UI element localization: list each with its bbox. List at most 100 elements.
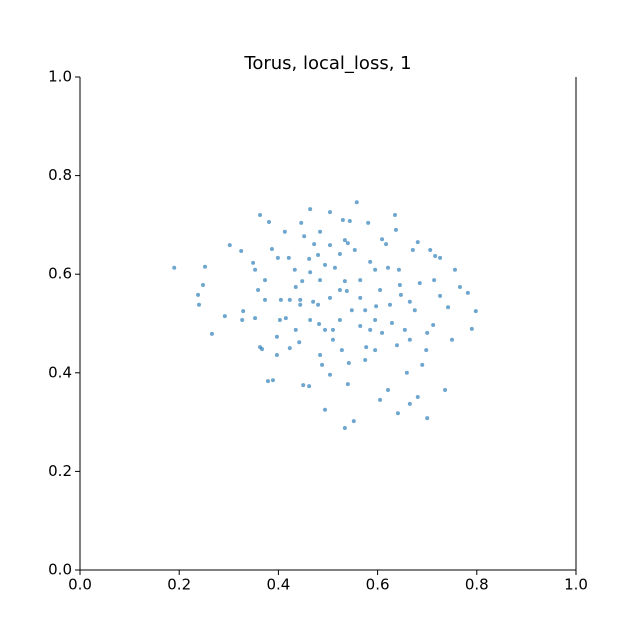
point xyxy=(318,278,323,283)
point xyxy=(320,362,325,367)
point xyxy=(258,213,263,218)
point xyxy=(457,285,462,290)
point xyxy=(398,292,403,297)
point xyxy=(301,383,306,388)
point xyxy=(282,229,287,234)
point xyxy=(337,318,342,323)
point xyxy=(358,323,363,328)
x-tick-label: 0.8 xyxy=(465,576,489,594)
point xyxy=(358,295,363,300)
x-tick-label: 1.0 xyxy=(564,576,588,594)
point xyxy=(270,378,275,383)
point xyxy=(293,285,298,290)
point xyxy=(378,287,383,292)
point xyxy=(368,259,373,264)
point xyxy=(274,353,279,358)
point xyxy=(420,362,425,367)
point xyxy=(283,316,288,321)
point xyxy=(346,360,351,365)
point xyxy=(256,287,261,292)
point xyxy=(202,264,207,269)
point xyxy=(253,316,258,321)
point xyxy=(275,255,280,260)
point xyxy=(241,309,246,314)
point xyxy=(351,419,356,424)
point xyxy=(286,255,291,260)
point xyxy=(337,251,342,256)
point xyxy=(402,327,407,332)
point xyxy=(345,382,350,387)
point xyxy=(392,213,397,218)
point xyxy=(394,343,399,348)
y-tick-label: 0.6 xyxy=(48,265,72,283)
point xyxy=(407,401,412,406)
point xyxy=(298,297,303,302)
point xyxy=(473,309,478,314)
y-tick-label: 0.0 xyxy=(48,561,72,579)
point xyxy=(260,347,265,352)
point xyxy=(327,372,332,377)
point xyxy=(344,288,349,293)
point xyxy=(318,353,323,358)
point xyxy=(407,337,412,342)
point xyxy=(308,207,313,212)
point xyxy=(347,218,352,223)
point xyxy=(253,267,258,272)
point xyxy=(323,407,328,412)
point xyxy=(287,346,292,351)
point xyxy=(277,318,282,323)
point xyxy=(339,348,344,353)
point xyxy=(363,357,368,362)
point xyxy=(396,267,401,272)
point xyxy=(373,318,378,323)
point xyxy=(452,267,457,272)
point xyxy=(251,260,256,265)
point xyxy=(292,267,297,272)
point xyxy=(374,304,379,309)
point xyxy=(424,348,429,353)
point xyxy=(172,265,177,270)
point xyxy=(239,249,244,254)
point xyxy=(298,302,303,307)
point xyxy=(345,241,350,246)
point xyxy=(407,299,412,304)
point xyxy=(327,210,332,215)
point xyxy=(323,262,328,267)
point xyxy=(410,248,415,253)
point xyxy=(308,318,313,323)
point xyxy=(316,302,321,307)
point xyxy=(227,243,232,248)
point xyxy=(222,314,227,319)
point xyxy=(342,426,347,431)
point xyxy=(432,278,437,283)
point xyxy=(363,308,368,313)
point xyxy=(197,302,202,307)
point xyxy=(340,217,345,222)
point xyxy=(263,278,268,283)
point xyxy=(274,334,279,339)
point xyxy=(349,308,354,313)
point xyxy=(358,278,363,283)
y-tick-label: 0.4 xyxy=(48,363,72,381)
point xyxy=(443,388,448,393)
point xyxy=(240,318,245,323)
x-tick-label: 0.2 xyxy=(167,576,191,594)
point xyxy=(297,340,302,345)
point xyxy=(209,331,214,336)
point xyxy=(266,219,271,224)
point xyxy=(342,238,347,243)
point xyxy=(269,247,274,252)
point xyxy=(388,302,392,307)
point xyxy=(330,327,335,332)
point xyxy=(327,295,332,300)
point xyxy=(332,265,337,270)
point xyxy=(366,220,371,225)
point xyxy=(337,287,342,292)
point xyxy=(312,242,317,247)
y-tick-label: 0.8 xyxy=(48,166,72,184)
point xyxy=(397,283,402,288)
point xyxy=(386,388,391,393)
point xyxy=(373,348,378,353)
x-tick-label: 0.6 xyxy=(366,576,390,594)
